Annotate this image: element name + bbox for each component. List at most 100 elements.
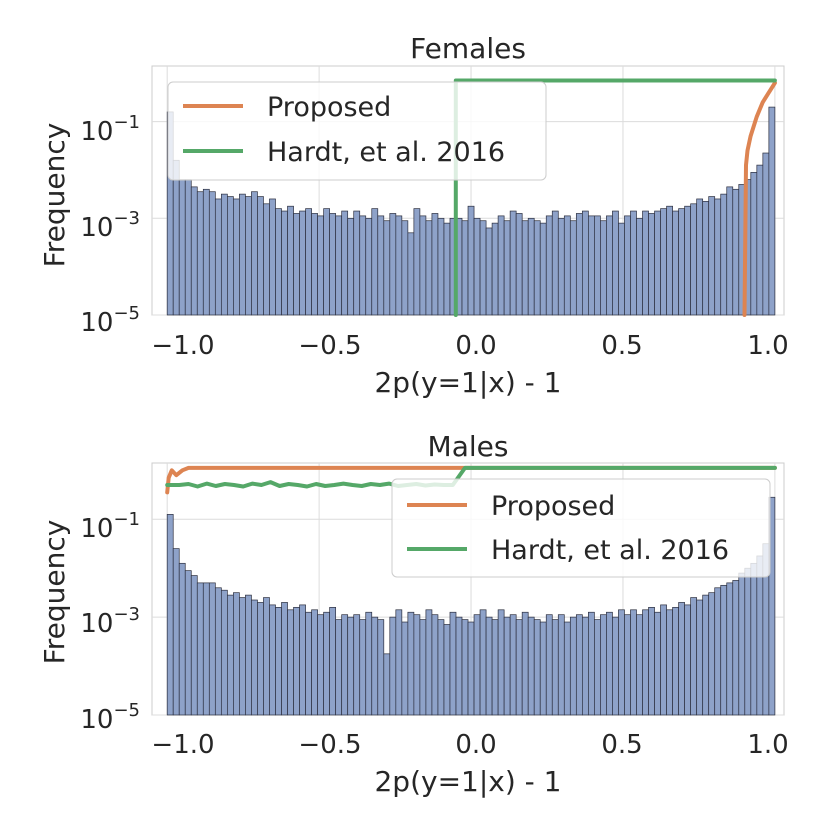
y-tick-label: 10−3 [80, 208, 140, 243]
histogram-bar [269, 604, 276, 716]
histogram-bar [714, 587, 722, 716]
histogram-bar [479, 609, 487, 716]
x-tick-label: 0.5 [601, 331, 642, 361]
histogram-bar [347, 217, 355, 316]
histogram-bar [353, 210, 361, 316]
x-tick-label: −1.0 [151, 331, 214, 361]
histogram-bar [202, 188, 210, 316]
histogram-bar [527, 217, 535, 316]
y-axis-label-females: Frequency [38, 123, 71, 268]
x-tick-label: 0.0 [455, 730, 496, 760]
histogram-bar [311, 609, 318, 716]
histogram-bar [660, 604, 667, 716]
x-tick-label: 1.0 [747, 331, 788, 361]
histogram-bar [768, 106, 776, 316]
x-tick-label: −1.0 [151, 730, 214, 760]
histogram-bar [317, 215, 324, 316]
histogram-bar [311, 213, 318, 316]
histogram-bar [413, 614, 421, 716]
histogram-bar [275, 606, 282, 716]
legend-box [391, 478, 771, 578]
chart-title-females: Females [410, 32, 526, 65]
histogram-bar [479, 220, 487, 316]
histogram-bar [533, 619, 541, 716]
histogram-bar [521, 611, 529, 716]
histogram-bar [690, 597, 698, 716]
histogram-bar [413, 208, 421, 316]
histogram-bar [323, 208, 330, 316]
histogram-bar [383, 220, 391, 316]
x-axis-label-females: 2p(y=1|x) - 1 [374, 366, 561, 399]
histogram-bar [347, 616, 355, 716]
histogram-bar [642, 210, 649, 316]
histogram-bar [594, 215, 601, 316]
histogram-bar [208, 582, 216, 716]
histogram-bar [756, 555, 764, 716]
histogram-bar [407, 232, 415, 316]
histogram-bar [594, 619, 601, 716]
histogram-bar [299, 210, 306, 316]
histogram-bar [684, 205, 692, 316]
histogram-bars-males [166, 496, 776, 716]
histogram-bar [600, 614, 607, 716]
histogram-bar [473, 614, 481, 716]
histogram-bar [365, 611, 373, 716]
histogram-bar [437, 217, 445, 316]
histogram-bar [437, 619, 445, 716]
histogram-bar [287, 205, 294, 316]
histogram-bar [588, 611, 595, 716]
histogram-bars-females [166, 106, 776, 316]
histogram-bar [172, 159, 180, 316]
histogram-bar [299, 604, 306, 716]
histogram-bar [557, 217, 565, 316]
histogram-bar [353, 614, 361, 716]
histogram-bar [184, 570, 192, 716]
histogram-bar [281, 210, 288, 316]
histogram-bar [606, 611, 613, 716]
histogram-bar [539, 621, 547, 716]
histogram-bar [630, 609, 637, 716]
histogram-bar [172, 548, 180, 716]
histogram-bar [196, 582, 204, 716]
histogram-bar [245, 594, 252, 716]
histogram-bar [335, 215, 343, 316]
histogram-bar [323, 611, 330, 716]
histogram-bar [660, 208, 667, 316]
histogram-bar [648, 606, 655, 716]
histogram-bar [401, 220, 409, 316]
histogram-bar [431, 213, 439, 316]
x-tick-label: −0.5 [298, 331, 361, 361]
histogram-bar [214, 198, 222, 316]
histogram-bar [509, 614, 517, 716]
histogram-bar [545, 215, 553, 316]
chart-males: Proposed Hardt, et al. 2016 Males −1.0 −… [38, 430, 789, 798]
histogram-bar [575, 213, 583, 316]
histogram-bar [654, 611, 661, 716]
histogram-bar [581, 210, 589, 316]
histogram-bar [233, 198, 240, 316]
y-tick-label: 10−5 [80, 700, 140, 735]
legend-males: Proposed Hardt, et al. 2016 [391, 478, 771, 578]
legend-label-hardt: Hardt, et al. 2016 [267, 137, 505, 168]
histogram-bar [227, 594, 234, 716]
histogram-bar [684, 604, 692, 716]
histogram-bar [467, 621, 475, 716]
histogram-bar [245, 196, 252, 316]
x-tick-label: −0.5 [298, 730, 361, 760]
histogram-bar [497, 609, 505, 716]
histogram-bar [666, 205, 673, 316]
histogram-bar [569, 220, 577, 316]
histogram-bar [744, 567, 752, 716]
histogram-bar [551, 210, 559, 316]
histogram-bar [329, 606, 337, 716]
histogram-bar [178, 179, 186, 316]
histogram-bar [184, 179, 192, 316]
histogram-bar [335, 619, 343, 716]
histogram-bar [389, 213, 397, 316]
histogram-bar [521, 220, 529, 316]
histogram-bar [702, 594, 710, 716]
histogram-bar [431, 614, 439, 716]
histogram-bar [485, 616, 493, 716]
histogram-bar [395, 609, 403, 716]
